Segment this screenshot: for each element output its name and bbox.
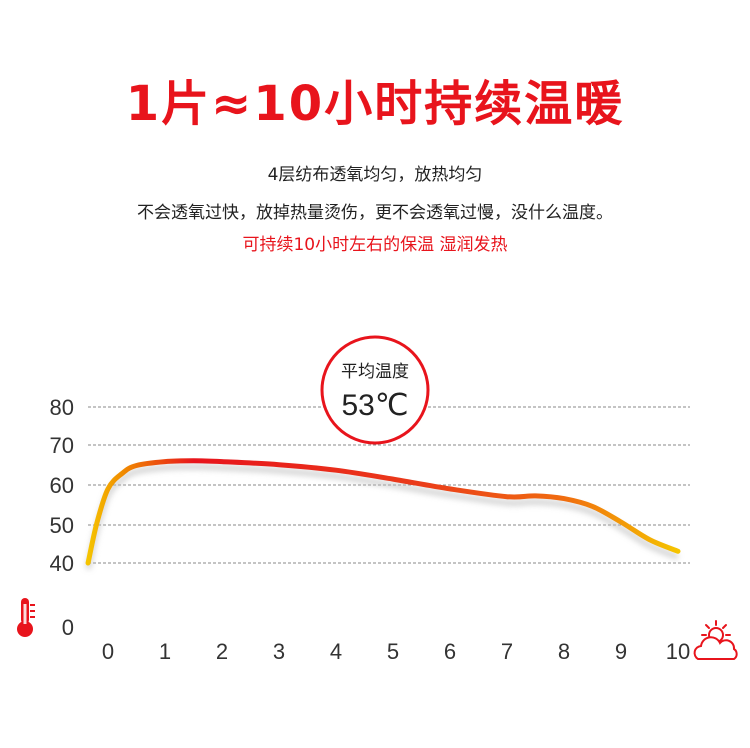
badge-label: 平均温度: [341, 362, 409, 382]
x-tick-label: 1: [159, 639, 171, 664]
x-tick-label: 10: [666, 639, 690, 664]
description-line-2: 不会透氧过快，放掉热量烫伤，更不会透氧过慢，没什么温度。: [137, 203, 613, 223]
y-tick-label: 60: [50, 473, 74, 498]
x-tick-label: 2: [216, 639, 228, 664]
y-tick-label: 0: [62, 615, 74, 640]
thermometer-icon: [17, 598, 35, 637]
description-line-1: 4层纺布透氧均匀，放热均匀: [267, 165, 483, 185]
x-tick-label: 4: [330, 639, 342, 664]
average-temperature-badge: 平均温度 53℃: [320, 335, 430, 445]
x-tick-label: 9: [615, 639, 627, 664]
description-line-3: 可持续10小时左右的保温 湿润发热: [242, 235, 508, 255]
x-tick-label: 8: [558, 639, 570, 664]
curve-shadow: [85, 463, 680, 570]
y-tick-label: 80: [50, 395, 74, 420]
x-tick-label: 0: [102, 639, 114, 664]
headline: 1片≈10小时持续温暖: [125, 76, 625, 132]
y-tick-label: 70: [50, 433, 74, 458]
x-tick-label: 3: [273, 639, 285, 664]
sun-cloud-icon: [693, 620, 738, 660]
x-tick-label: 7: [501, 639, 513, 664]
y-tick-label: 40: [50, 551, 74, 576]
temperature-curve: [85, 458, 681, 566]
badge-value: 53℃: [341, 389, 408, 422]
x-tick-label: 5: [387, 639, 399, 664]
y-tick-label: 50: [50, 513, 74, 538]
x-tick-label: 6: [444, 639, 456, 664]
